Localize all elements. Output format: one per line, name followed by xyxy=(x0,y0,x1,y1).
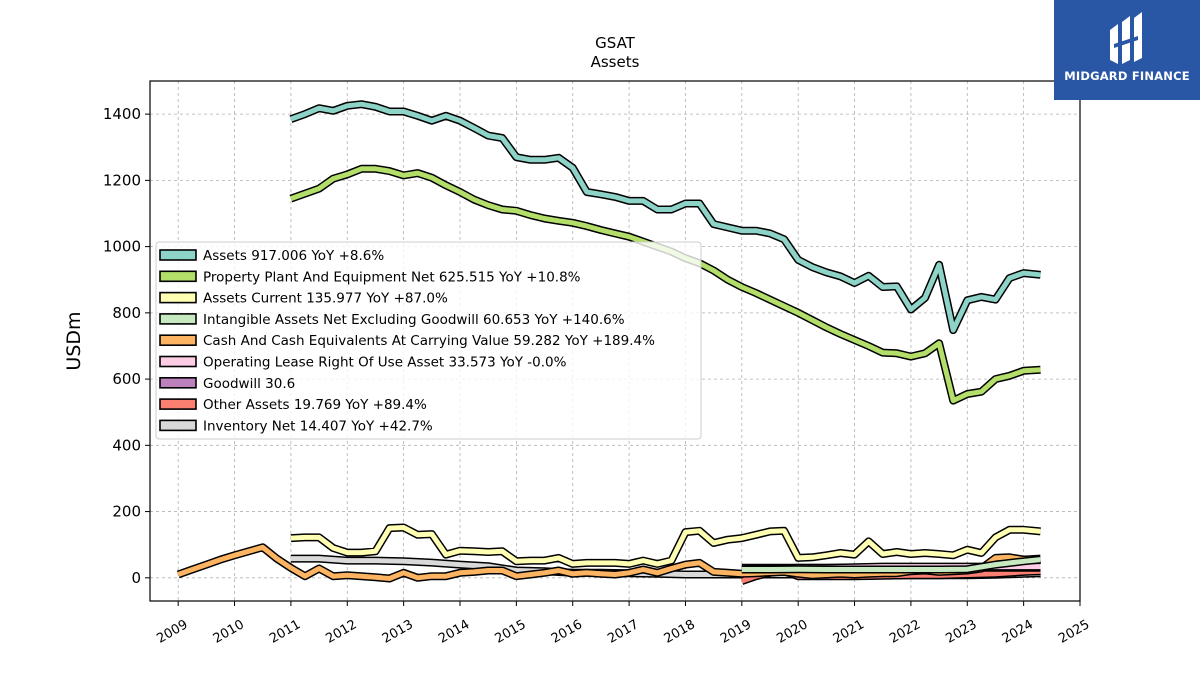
x-tick-label: 2013 xyxy=(380,617,416,647)
midgard-logo-icon xyxy=(1110,12,1142,64)
series-line xyxy=(741,557,1041,572)
x-tick-label: 2025 xyxy=(1056,617,1092,647)
legend-entry: Other Assets 19.769 YoY +89.4% xyxy=(159,397,427,413)
legend-entry: Inventory Net 14.407 YoY +42.7% xyxy=(159,418,433,434)
y-tick-label: 800 xyxy=(112,304,141,322)
legend-label: Goodwill 30.6 xyxy=(203,376,295,392)
y-tick-label: 600 xyxy=(112,370,141,388)
legend-frame xyxy=(155,241,702,440)
x-tick-label: 2023 xyxy=(943,617,979,647)
legend: Assets 917.006 YoY +8.6% Property Plant A… xyxy=(155,241,702,440)
legend-swatch xyxy=(159,398,197,410)
chart-subtitle: Assets xyxy=(591,53,640,71)
x-tick-label: 2016 xyxy=(549,617,585,647)
legend-label: Intangible Assets Net Excluding Goodwill… xyxy=(203,312,625,328)
legend-label: Assets 917.006 YoY +8.6% xyxy=(203,248,384,264)
y-axis: 0 200 400 600 800 1000 1200 1400 xyxy=(103,105,150,587)
legend-entry: Assets 917.006 YoY +8.6% xyxy=(159,248,384,264)
x-tick-label: 2018 xyxy=(662,617,698,647)
x-tick-label: 2012 xyxy=(323,617,359,647)
legend-swatch xyxy=(159,419,197,432)
legend-entry: Intangible Assets Net Excluding Goodwill… xyxy=(159,312,625,328)
series-assets xyxy=(289,100,1041,335)
legend-label: Inventory Net 14.407 YoY +42.7% xyxy=(203,418,433,434)
legend-label: Other Assets 19.769 YoY +89.4% xyxy=(203,397,427,413)
y-tick-label: 1400 xyxy=(103,105,141,123)
legend-entry: Goodwill 30.6 xyxy=(159,376,295,392)
legend-swatch xyxy=(159,249,197,261)
legend-label: Assets Current 135.977 YoY +87.0% xyxy=(203,291,448,307)
brand-badge: MIDGARD FINANCE xyxy=(1054,0,1200,100)
legend-label: Operating Lease Right Of Use Asset 33.57… xyxy=(203,355,567,371)
x-tick-label: 2021 xyxy=(831,617,867,647)
y-tick-label: 200 xyxy=(112,503,141,521)
x-tick-label: 2015 xyxy=(493,617,529,647)
series-assets-current xyxy=(290,523,1041,568)
y-tick-label: 0 xyxy=(131,569,141,587)
legend-label: Property Plant And Equipment Net 625.515… xyxy=(203,269,581,285)
x-axis: 2009 2010 2011 2012 2013 2014 2015 2016 2017 2018… xyxy=(154,601,1092,647)
y-tick-label: 1200 xyxy=(103,171,141,189)
chart-title: GSAT xyxy=(595,34,636,52)
legend-swatch xyxy=(159,313,197,325)
series-line xyxy=(290,101,1041,333)
y-axis-label: USDm xyxy=(63,311,85,370)
legend-entry: Operating Lease Right Of Use Asset 33.57… xyxy=(159,355,567,371)
legend-swatch xyxy=(159,291,197,304)
x-tick-label: 2011 xyxy=(267,617,303,647)
x-tick-label: 2024 xyxy=(1000,617,1036,647)
x-tick-label: 2014 xyxy=(436,617,472,647)
legend-entry: Cash And Cash Equivalents At Carrying Va… xyxy=(159,333,655,349)
brand-name: MIDGARD FINANCE xyxy=(1064,69,1190,83)
plot-frame xyxy=(149,80,1081,602)
legend-swatch xyxy=(159,270,197,283)
x-tick-label: 2020 xyxy=(774,617,810,647)
x-tick-label: 2019 xyxy=(718,617,754,647)
legend-swatch xyxy=(159,376,197,389)
x-tick-label: 2010 xyxy=(211,617,247,647)
series-intangible-assets-net-excluding-goodwill xyxy=(741,555,1041,574)
series-line xyxy=(290,525,1041,567)
legend-swatch xyxy=(159,334,197,347)
x-tick-label: 2022 xyxy=(887,617,923,647)
legend-entry: Property Plant And Equipment Net 625.515… xyxy=(159,269,581,285)
legend-entry: Assets Current 135.977 YoY +87.0% xyxy=(159,291,448,307)
y-tick-label: 400 xyxy=(112,436,141,454)
y-tick-label: 1000 xyxy=(103,238,141,256)
legend-swatch xyxy=(159,355,197,368)
x-tick-label: 2017 xyxy=(605,617,641,647)
x-tick-label: 2009 xyxy=(154,617,190,647)
legend-label: Cash And Cash Equivalents At Carrying Va… xyxy=(203,333,655,349)
